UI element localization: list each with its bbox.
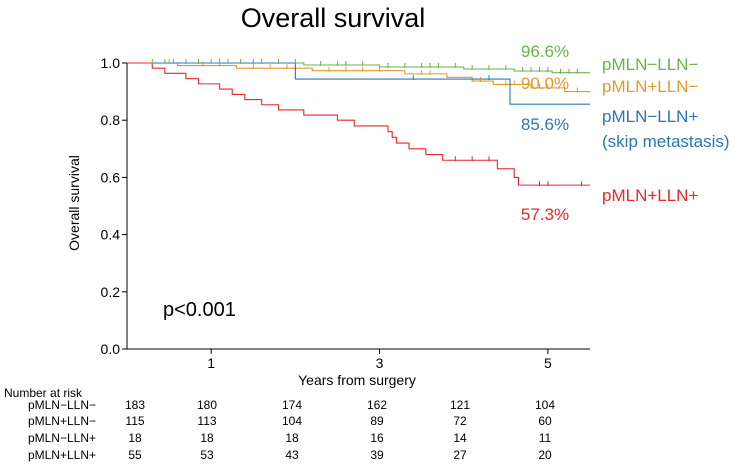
series-label-1: pMLN+LLN− (602, 77, 698, 96)
risk-cell: 60 (538, 414, 552, 428)
series-label-3: pMLN+LLN+ (602, 186, 698, 205)
y-tick-label: 0.6 (101, 169, 121, 185)
series-label-2: (skip metastasis) (602, 132, 730, 151)
risk-cell: 180 (197, 398, 217, 412)
censor-marks (151, 59, 583, 187)
risk-cell: 18 (285, 431, 299, 445)
risk-cell: 115 (125, 414, 144, 428)
risk-row-label: pMLN+LLN+ (28, 448, 96, 462)
axes: 0.0 0.2 0.4 0.6 0.8 1.0 1 3 5 (101, 55, 590, 371)
y-tick-label: 0.2 (101, 284, 121, 300)
x-tick-label: 3 (376, 355, 384, 371)
risk-row-label: pMLN+LLN− (28, 414, 96, 428)
chart-title: Overall survival (241, 3, 426, 33)
final-rate-3: 57.3% (521, 205, 569, 224)
x-tick-label: 5 (544, 355, 552, 371)
risk-cell: 89 (370, 414, 384, 428)
y-tick-label: 1.0 (101, 55, 121, 71)
y-tick-label: 0.4 (101, 227, 121, 243)
survival-curves (127, 62, 590, 186)
survival-curve-1 (127, 62, 590, 93)
survival-curve-3 (127, 62, 590, 186)
survival-curve-0 (127, 62, 590, 74)
risk-table-title: Number at risk (4, 386, 83, 400)
x-tick-label: 1 (207, 355, 215, 371)
risk-cell: 18 (128, 431, 142, 445)
risk-cell: 16 (370, 431, 384, 445)
p-value-annotation: p<0.001 (163, 299, 236, 321)
risk-cell: 72 (453, 414, 467, 428)
risk-cell: 113 (197, 414, 216, 428)
risk-cell: 55 (128, 448, 142, 462)
y-tick-label: 0.0 (101, 341, 121, 357)
survival-curve-2 (127, 62, 590, 105)
risk-cell: 53 (200, 448, 214, 462)
risk-cell: 18 (200, 431, 214, 445)
risk-cell: 39 (370, 448, 384, 462)
final-rate-0: 96.6% (521, 42, 569, 61)
series-label-0: pMLN−LLN− (602, 55, 698, 74)
risk-cell: 14 (453, 431, 467, 445)
final-rate-2: 85.6% (521, 115, 569, 134)
risk-cell: 11 (539, 431, 552, 445)
risk-cell: 104 (282, 414, 302, 428)
risk-cell: 43 (285, 448, 299, 462)
risk-cell: 20 (538, 448, 552, 462)
risk-cell: 104 (535, 398, 555, 412)
series-labels: pMLN−LLN− 96.6% pMLN+LLN− 90.0% pMLN−LLN+ (sk… (521, 42, 730, 224)
risk-cell: 174 (282, 398, 302, 412)
y-tick-label: 0.8 (101, 112, 121, 128)
risk-cell: 27 (453, 448, 467, 462)
risk-cell: 121 (450, 398, 470, 412)
y-axis-label: Overall survival (66, 155, 82, 251)
final-rate-1: 90.0% (521, 74, 569, 93)
x-axis-label: Years from surgery (298, 372, 416, 388)
risk-cell: 162 (367, 398, 387, 412)
risk-cell: 183 (125, 398, 145, 412)
risk-row-label: pMLN−LLN+ (28, 431, 96, 445)
series-label-2: pMLN−LLN+ (602, 107, 698, 126)
risk-row-label: pMLN−LLN− (28, 398, 96, 412)
